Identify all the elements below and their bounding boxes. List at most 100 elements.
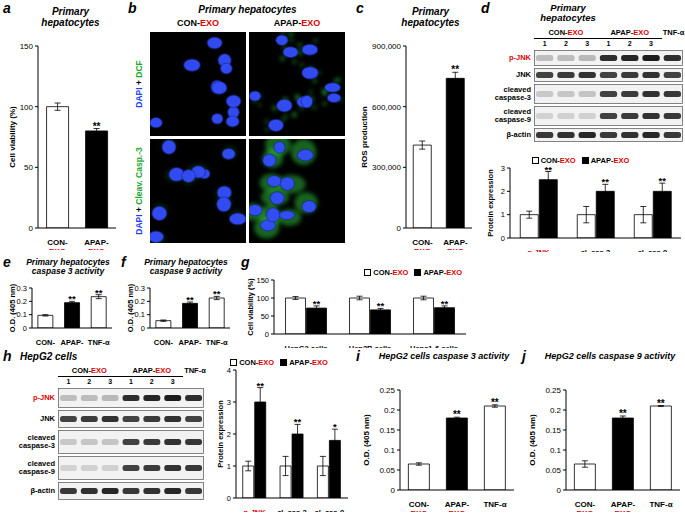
svg-text:**: ** [68, 293, 76, 304]
svg-text:CON-EXO: CON-EXO [412, 238, 433, 250]
svg-text:50: 50 [24, 163, 33, 172]
html-text:Primary hepatocytes: Primary hepatocytes [540, 2, 596, 24]
svg-text:0.25: 0.25 [545, 386, 561, 395]
svg-text:cl. cas-3: cl. cas-3 [277, 508, 307, 513]
svg-text:**: ** [93, 121, 101, 132]
svg-text:**: ** [453, 409, 461, 420]
svg-text:0.2: 0.2 [384, 406, 396, 415]
svg-text:CON-EXO: CON-EXO [575, 500, 596, 512]
svg-text:0.05: 0.05 [379, 466, 395, 475]
svg-text:DAPI + Cleav. Casp.-3: DAPI + Cleav. Casp.-3 [134, 147, 144, 235]
svg-text:**: ** [186, 294, 194, 305]
svg-text:ROS production: ROS production [360, 106, 369, 167]
svg-text:0.1: 0.1 [135, 310, 145, 319]
svg-text:O.D. (405 nm): O.D. (405 nm) [528, 414, 537, 466]
svg-text:**: ** [213, 288, 221, 299]
svg-text:600,000: 600,000 [372, 103, 401, 112]
svg-text:**: ** [602, 176, 610, 187]
svg-text:0.25: 0.25 [379, 386, 395, 395]
svg-text:0.3: 0.3 [17, 284, 27, 293]
svg-text:1: 1 [501, 210, 505, 219]
svg-text:0: 0 [397, 224, 402, 233]
svg-text:150: 150 [20, 42, 34, 51]
svg-text:0.2: 0.2 [135, 297, 145, 306]
html-text:Primary hepatocytes: Primary hepatocytes [401, 6, 460, 28]
svg-text:0.1: 0.1 [17, 310, 27, 319]
svg-text:**: ** [619, 408, 627, 419]
svg-text:**: ** [491, 397, 499, 408]
svg-text:**: ** [657, 398, 665, 409]
svg-text:0: 0 [23, 324, 27, 333]
svg-text:300,000: 300,000 [372, 163, 401, 172]
svg-text:**: ** [545, 164, 553, 175]
svg-text:**: ** [451, 64, 459, 75]
svg-text:cl. cas-9: cl. cas-9 [315, 508, 345, 513]
svg-text:0: 0 [227, 494, 231, 503]
svg-text:0: 0 [557, 486, 562, 495]
svg-text:CON-EXO: CON-EXO [47, 238, 68, 250]
svg-text:0: 0 [29, 224, 34, 233]
svg-text:APAP-EXO: APAP-EXO [84, 238, 109, 250]
svg-text:100: 100 [20, 103, 34, 112]
svg-text:Hep3B cells: Hep3B cells [349, 344, 392, 349]
svg-text:0: 0 [391, 486, 396, 495]
svg-text:50: 50 [261, 312, 269, 321]
svg-text:**: ** [95, 287, 103, 298]
svg-text:2: 2 [501, 187, 505, 196]
svg-text:**: ** [441, 298, 449, 309]
svg-text:0: 0 [265, 330, 269, 339]
svg-text:TNF-α: TNF-α [88, 338, 110, 347]
svg-text:Cell viability (%): Cell viability (%) [8, 106, 17, 168]
svg-text:**: ** [313, 298, 321, 309]
svg-text:2: 2 [227, 430, 231, 439]
html-text:Primary hepatocytes caspase 3: Primary hepatocytes caspase 3 activity [26, 257, 110, 277]
svg-text:APAP-EXO: APAP-EXO [443, 238, 468, 250]
svg-text:*: * [333, 421, 337, 432]
svg-text:CON-EXO: CON-EXO [409, 500, 430, 512]
svg-text:900,000: 900,000 [372, 42, 401, 51]
svg-text:3: 3 [227, 398, 231, 407]
svg-text:0.1: 0.1 [384, 446, 396, 455]
svg-text:0.2: 0.2 [17, 297, 27, 306]
svg-text:Cell viability (%): Cell viability (%) [246, 278, 255, 336]
svg-text:0.05: 0.05 [545, 466, 561, 475]
svg-text:0.2: 0.2 [550, 406, 562, 415]
svg-text:TNF-α: TNF-α [483, 500, 506, 509]
svg-text:150: 150 [256, 276, 269, 285]
svg-text:0.15: 0.15 [379, 426, 395, 435]
svg-text:1: 1 [227, 462, 231, 471]
svg-text:p-JNK: p-JNK [527, 248, 550, 253]
svg-text:p-JNK: p-JNK [244, 508, 267, 513]
svg-text:**: ** [377, 300, 385, 311]
svg-text:O.D. (405 nm): O.D. (405 nm) [362, 414, 371, 466]
svg-text:APAP-EXO: APAP-EXO [179, 338, 202, 349]
svg-text:CON-EXO: CON-EXO [36, 338, 56, 349]
svg-text:0: 0 [141, 324, 145, 333]
svg-text:O.D. (405 nm): O.D. (405 nm) [8, 283, 17, 332]
svg-text:APAP-EXO: APAP-EXO [611, 500, 636, 512]
svg-text:100: 100 [256, 294, 269, 303]
svg-text:DAPI + DCF: DAPI + DCF [134, 60, 144, 107]
html-text:Primary hepatocytes: Primary hepatocytes [41, 6, 100, 28]
svg-text:**: ** [659, 175, 667, 186]
svg-text:O.D. (405 nm): O.D. (405 nm) [126, 283, 135, 332]
svg-text:Protein expression: Protein expression [216, 400, 225, 468]
svg-text:**: ** [294, 416, 302, 427]
svg-text:TNF-α: TNF-α [206, 338, 228, 347]
svg-text:APAP-EXO: APAP-EXO [445, 500, 470, 512]
svg-text:**: ** [257, 380, 265, 391]
svg-text:0: 0 [501, 234, 505, 243]
svg-text:HepG2 cells: HepG2 cells [285, 344, 328, 349]
svg-text:4: 4 [227, 366, 231, 375]
svg-text:0.1: 0.1 [550, 446, 562, 455]
svg-text:0.15: 0.15 [545, 426, 561, 435]
svg-text:3: 3 [501, 164, 505, 173]
svg-text:cl. cas-3: cl. cas-3 [581, 248, 611, 253]
svg-text:TNF-α: TNF-α [649, 500, 672, 509]
svg-text:CON-EXO: CON-EXO [154, 338, 174, 349]
svg-text:cl. cas-9: cl. cas-9 [638, 248, 668, 253]
svg-text:0.3: 0.3 [135, 284, 145, 293]
svg-text:APAP-EXO: APAP-EXO [61, 338, 84, 349]
svg-text:Hepa1-6 cells: Hepa1-6 cells [410, 344, 458, 349]
svg-text:Protein expression: Protein expression [486, 169, 495, 237]
